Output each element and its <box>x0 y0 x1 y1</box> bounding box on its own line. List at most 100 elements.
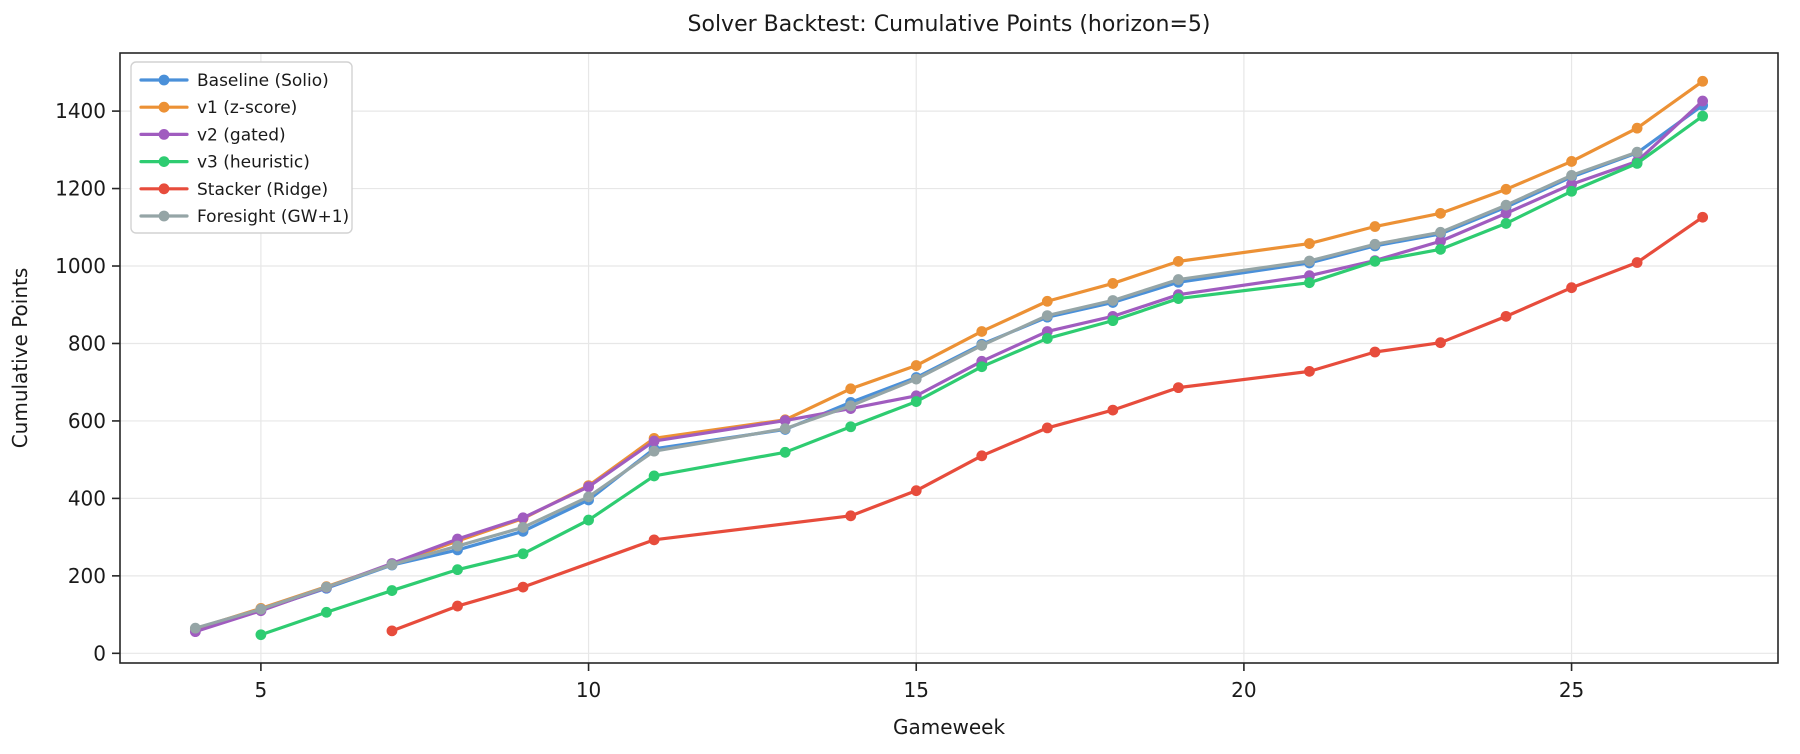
series-3 <box>255 110 1709 641</box>
legend-item-4: Stacker (Ridge) <box>139 180 328 200</box>
data-point-marker <box>648 534 660 546</box>
data-point-marker <box>845 383 857 395</box>
data-point-marker <box>779 415 791 426</box>
legend-label: v3 (heuristic) <box>197 153 310 173</box>
x-tick-label: 20 <box>1231 678 1256 702</box>
data-point-marker <box>1107 295 1119 306</box>
data-point-marker <box>386 559 398 571</box>
data-point-marker <box>255 603 267 615</box>
data-point-marker <box>1566 282 1577 294</box>
legend-item-1: v1 (z-score) <box>139 98 297 118</box>
data-point-marker <box>1172 274 1184 285</box>
data-point-marker <box>1631 157 1643 169</box>
data-point-marker <box>910 373 922 385</box>
data-point-marker <box>910 360 922 371</box>
legend-item-3: v3 (heuristic) <box>139 153 310 173</box>
legend-marker-icon <box>158 101 170 113</box>
data-point-marker <box>779 446 791 458</box>
legend-label: Stacker (Ridge) <box>197 180 328 200</box>
gridlines <box>120 53 1778 663</box>
data-point-marker <box>517 522 529 533</box>
legend-marker-icon <box>158 183 170 195</box>
series-5 <box>189 146 1643 634</box>
data-point-marker <box>386 585 398 596</box>
y-tick-label: 800 <box>68 331 106 355</box>
data-point-marker <box>1435 337 1446 349</box>
data-point-marker <box>1041 310 1053 321</box>
x-tick-label: 10 <box>576 678 601 702</box>
data-point-marker <box>1631 146 1643 158</box>
data-point-marker <box>255 629 267 641</box>
legend-label: v1 (z-score) <box>197 98 297 118</box>
data-point-marker <box>452 600 463 612</box>
y-tick-label: 600 <box>68 409 106 433</box>
legend-marker-icon <box>158 156 170 168</box>
data-point-marker <box>1107 278 1119 289</box>
y-axis: 0 200 400 600 800 1000 1200 1400 <box>55 99 120 665</box>
data-point-marker <box>1041 295 1053 307</box>
data-point-marker <box>1369 255 1381 267</box>
data-point-marker <box>1172 255 1184 267</box>
data-point-marker <box>1697 110 1709 122</box>
plot-title: Solver Backtest: Cumulative Points (hori… <box>688 12 1211 37</box>
data-point-marker <box>1369 221 1381 232</box>
y-tick-label: 400 <box>68 486 106 510</box>
data-point-marker <box>1500 199 1512 211</box>
series-line <box>193 99 1705 634</box>
plot-border <box>119 52 1779 664</box>
data-point-marker <box>976 326 988 337</box>
data-point-marker <box>845 510 857 522</box>
data-point-marker <box>517 581 529 593</box>
x-tick-label: 5 <box>255 678 268 702</box>
legend-item-2: v2 (gated) <box>139 125 286 145</box>
data-point-marker <box>845 400 857 412</box>
data-point-marker <box>1435 243 1446 255</box>
legend-label: Foresight (GW+1) <box>197 207 349 227</box>
legend-marker-icon <box>158 129 170 140</box>
x-tick-label: 25 <box>1559 678 1584 702</box>
data-point-marker <box>779 423 791 435</box>
legend-item-5: Foresight (GW+1) <box>139 207 349 227</box>
data-point-marker <box>1304 238 1315 249</box>
data-point-marker <box>1304 365 1315 377</box>
data-point-marker <box>1566 185 1577 197</box>
data-point-marker <box>845 421 857 433</box>
data-point-marker <box>1304 255 1315 267</box>
data-point-marker <box>1697 75 1709 87</box>
legend-label: Baseline (Solio) <box>197 71 329 91</box>
data-point-marker <box>976 450 988 462</box>
data-point-marker <box>1500 218 1512 229</box>
data-point-marker <box>583 491 594 503</box>
data-point-marker <box>1435 235 1446 247</box>
data-point-marker <box>1041 422 1053 434</box>
data-point-marker <box>583 514 594 526</box>
data-point-marker <box>1172 293 1184 304</box>
data-point-marker <box>386 625 398 637</box>
data-point-marker <box>189 622 201 634</box>
data-point-marker <box>1631 257 1643 268</box>
x-tick-label: 15 <box>904 678 929 702</box>
data-point-marker <box>517 512 529 524</box>
y-tick-label: 1400 <box>55 99 106 123</box>
data-point-marker <box>1107 315 1119 327</box>
data-point-marker <box>976 361 988 373</box>
data-point-marker <box>321 606 332 618</box>
data-point-marker <box>1697 95 1709 107</box>
data-point-marker <box>1369 238 1381 250</box>
legend-label: v2 (gated) <box>197 125 286 145</box>
data-point-marker <box>976 340 988 351</box>
y-tick-label: 200 <box>68 564 106 588</box>
data-point-marker <box>583 481 594 493</box>
data-point-marker <box>1631 122 1643 134</box>
data-point-marker <box>648 445 660 457</box>
legend: Baseline (Solio) v1 (z-score) v2 (gated) v3… <box>130 61 353 234</box>
legend-item-0: Baseline (Solio) <box>139 71 329 91</box>
data-point-marker <box>452 564 463 576</box>
legend-marker-icon <box>158 74 170 86</box>
data-point-marker <box>1697 211 1709 223</box>
data-point-marker <box>1304 277 1315 289</box>
data-point-marker <box>321 581 332 593</box>
x-axis-label: Gameweek <box>893 715 1006 739</box>
data-point-marker <box>1369 346 1381 358</box>
